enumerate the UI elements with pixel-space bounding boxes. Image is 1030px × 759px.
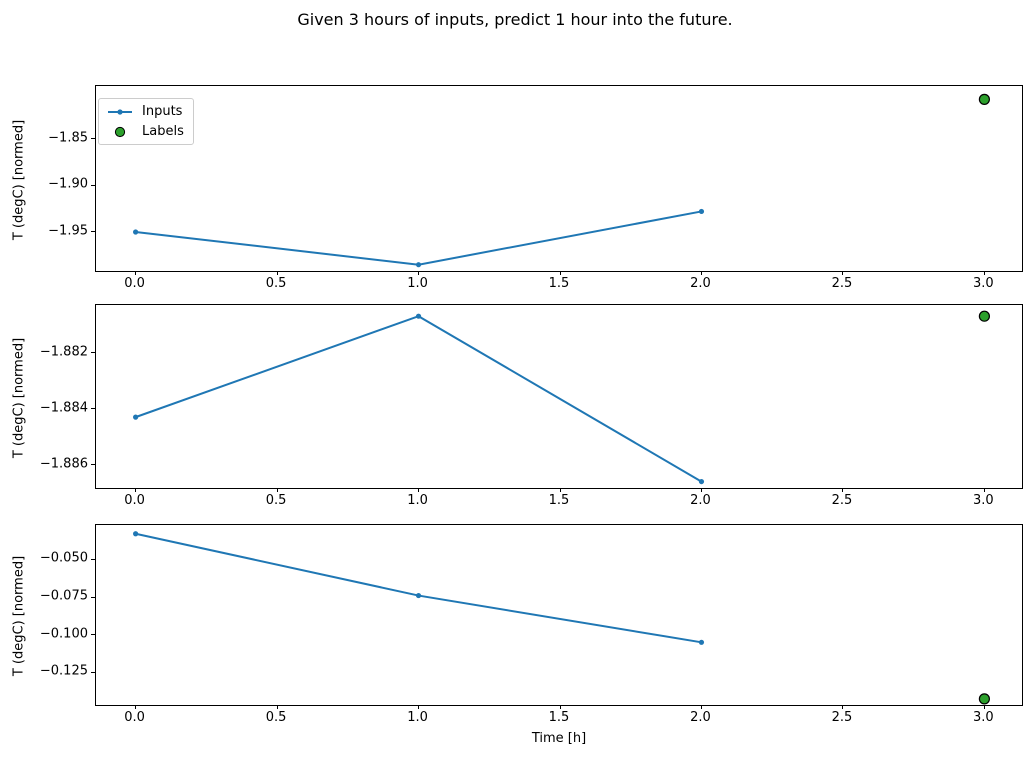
y-tick-label: −1.85 (48, 130, 88, 146)
x-tick-label: 0.5 (265, 710, 287, 725)
y-tick-label: −1.884 (39, 400, 88, 416)
inputs-line (135, 532, 702, 644)
x-tick-mark (842, 271, 844, 275)
labels-marker-icon (114, 126, 126, 137)
x-tick-mark (276, 488, 278, 492)
x-tick-mark (276, 271, 278, 275)
y-tick-mark (91, 408, 95, 410)
y-tick-mark (91, 184, 95, 186)
labels-marker-sample (114, 126, 126, 137)
x-tick-mark (983, 705, 985, 709)
x-tick-mark (842, 488, 844, 492)
inputs-marker-sample (117, 108, 123, 115)
subplot-2-y-axis-label: T (degC) [normed] (11, 337, 27, 458)
x-tick-mark (135, 705, 137, 709)
x-tick-mark (418, 488, 420, 492)
x-tick-label: 1.5 (548, 710, 570, 725)
x-tick-mark (418, 271, 420, 275)
x-tick-label: 3.0 (973, 710, 994, 725)
y-tick-label: −1.95 (48, 223, 88, 239)
labels-marker (978, 93, 990, 105)
x-tick-mark (700, 705, 702, 709)
legend-label-labels: Labels (142, 124, 184, 139)
y-tick-mark (91, 671, 95, 673)
inputs-marker (133, 414, 139, 420)
x-tick-label: 2.0 (690, 710, 711, 725)
x-tick-label: 1.0 (407, 276, 428, 291)
y-tick-label: −0.125 (39, 663, 88, 679)
x-tick-label: 1.0 (407, 710, 428, 725)
subplot-1-axes: −1.85 −1.90 −1.95 0.0 0.5 1.0 1.5 2.0 2.5 3.0 T (d… (12, 85, 1023, 291)
x-tick-label: 0.0 (124, 710, 145, 725)
x-tick-label: 2.5 (831, 493, 853, 508)
x-tick-label: 0.5 (265, 493, 287, 508)
x-tick-label: 0.5 (265, 276, 287, 291)
x-tick-mark (276, 705, 278, 709)
x-tick-label: 1.5 (548, 276, 570, 291)
labels-marker (978, 693, 990, 705)
x-tick-mark (135, 488, 137, 492)
labels-marker (978, 310, 990, 322)
x-tick-label: 1.5 (548, 493, 570, 508)
subplot-3-plot (133, 531, 990, 705)
x-tick-mark (983, 488, 985, 492)
legend: Inputs Labels (98, 98, 194, 145)
subplot-3-y-axis-label: T (degC) [normed] (11, 555, 27, 677)
y-tick-mark (91, 352, 95, 354)
y-tick-mark (91, 231, 95, 233)
y-tick-label: −0.075 (39, 588, 88, 604)
x-tick-label: 2.0 (690, 493, 711, 508)
subplot-2-plot (133, 310, 990, 485)
subplot-2-axes: −1.882 −1.884 −1.886 0.0 0.5 1.0 1.5 2.0 2.5 3.0 T… (12, 304, 1023, 508)
x-tick-label: 0.0 (124, 276, 145, 291)
y-tick-label: −1.90 (48, 176, 88, 192)
legend-item-inputs: Inputs (105, 102, 184, 121)
y-tick-mark (91, 634, 95, 636)
inputs-marker (415, 313, 422, 319)
inputs-marker (698, 639, 705, 645)
x-tick-mark (559, 705, 561, 709)
subplot-1-plot (133, 93, 990, 268)
inputs-line (135, 210, 702, 266)
x-tick-mark (559, 271, 561, 275)
inputs-line (135, 315, 702, 483)
y-tick-mark (91, 558, 95, 560)
subplot-1-y-axis-label: T (degC) [normed] (11, 119, 27, 240)
inputs-marker (698, 478, 705, 485)
x-tick-label: 2.5 (831, 276, 853, 291)
x-tick-mark (842, 705, 844, 709)
x-tick-mark (418, 705, 420, 709)
y-tick-mark (91, 596, 95, 598)
x-tick-label: 3.0 (973, 276, 994, 291)
y-tick-label: −1.882 (39, 344, 88, 360)
y-tick-mark (91, 138, 95, 140)
legend-item-labels: Labels (105, 122, 184, 141)
x-tick-label: 2.5 (831, 710, 853, 725)
figure-title: Given 3 hours of inputs, predict 1 hour … (297, 10, 733, 29)
x-tick-mark (559, 488, 561, 492)
inputs-line-icon (108, 108, 132, 115)
inputs-marker (698, 208, 705, 215)
x-tick-mark (700, 271, 702, 275)
x-tick-label: 0.0 (124, 493, 145, 508)
x-tick-label: 1.0 (407, 493, 428, 508)
legend-label-inputs: Inputs (142, 104, 183, 119)
inputs-marker (415, 592, 422, 599)
x-tick-mark (135, 271, 137, 275)
x-tick-mark (983, 271, 985, 275)
x-tick-label: 2.0 (690, 276, 711, 291)
y-tick-label: −1.886 (39, 456, 88, 472)
x-tick-mark (700, 488, 702, 492)
inputs-marker (415, 262, 422, 268)
subplot-3-axes: −0.050 −0.075 −0.100 −0.125 0.0 0.5 1.0 1.5 2.0 2… (12, 524, 1023, 725)
y-tick-label: −0.100 (39, 626, 88, 642)
y-tick-mark (91, 464, 95, 466)
x-tick-label: 3.0 (973, 493, 994, 508)
inputs-marker (133, 229, 139, 235)
inputs-marker (133, 531, 139, 537)
x-axis-label: Time [h] (531, 731, 587, 746)
y-tick-label: −0.050 (39, 550, 88, 566)
